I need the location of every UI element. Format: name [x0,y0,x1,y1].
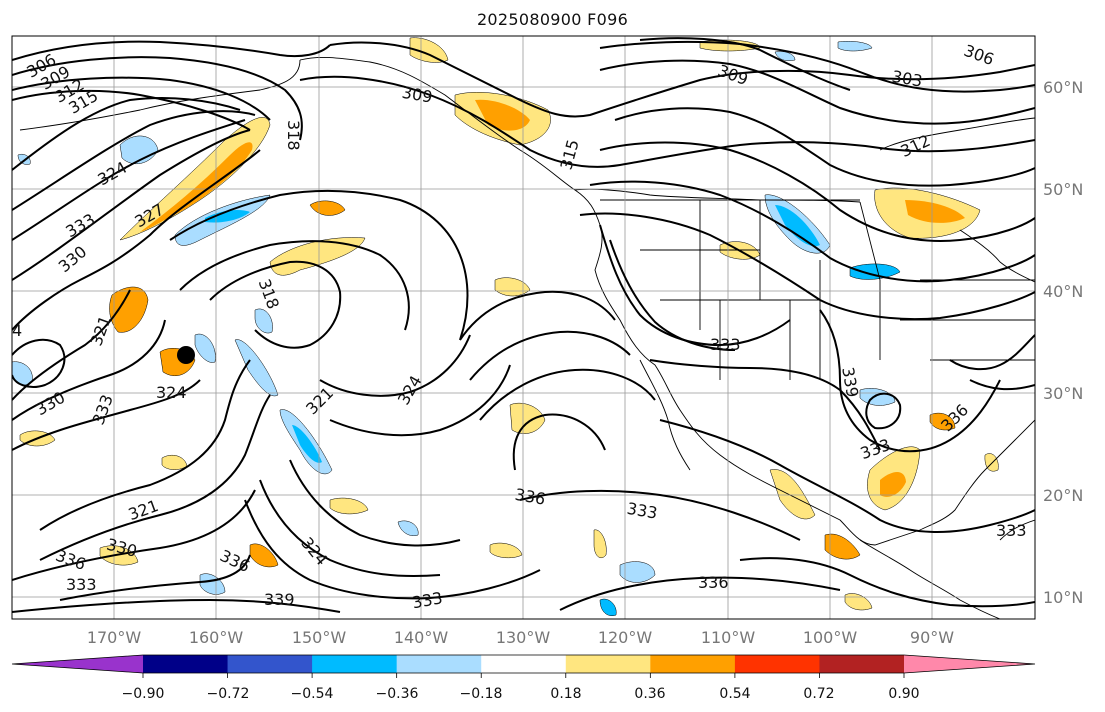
colorbar-tick-label: −0.54 [291,686,334,702]
lat-label: 20°N [1043,486,1083,505]
location-marker-dot [177,346,195,364]
colorbar-tick-label: −0.18 [460,686,503,702]
contour-label: 333 [710,335,741,354]
lon-label: 140°W [394,628,449,647]
contour-lines [12,37,1035,613]
colorbar-segment [143,655,229,673]
colorbar-tick-label: 0.36 [634,686,665,702]
colorbar-tick-label: −0.72 [207,686,250,702]
contour-label: 318 [284,120,303,151]
lon-label: 90°W [910,628,954,647]
lon-label: 160°W [189,628,244,647]
lon-label: 120°W [598,628,653,647]
grid-lines [12,36,1035,619]
colorbar-extend-max [904,655,1035,673]
lat-label: 10°N [1043,588,1083,607]
lon-label: 170°W [87,628,142,647]
latitude-labels: 60°N 50°N 40°N 30°N 20°N 10°N [1043,78,1083,607]
contour-label: 333 [996,521,1027,540]
lon-label: 150°W [292,628,347,647]
colorbar-tick-label: 0.90 [888,686,919,702]
colorbar-segment [227,655,313,673]
colorbar-tick-label: −0.90 [122,686,165,702]
lon-label: 130°W [496,628,551,647]
longitude-labels: 170°W 160°W 150°W 140°W 130°W 120°W 110°… [87,628,954,647]
colorbar-segment [819,655,905,673]
colorbar [11,654,1036,678]
colorbar-tick-label: 0.54 [719,686,750,702]
colorbar-segment [565,655,651,673]
colorbar-segment [481,655,567,673]
colorbar-tick-label: 0.18 [550,686,581,702]
contour-label: 339 [264,590,295,609]
contour-label: 336 [698,573,729,592]
colorbar-segment [312,655,398,673]
colorbar-segment [650,655,736,673]
contour-label: 333 [66,575,97,594]
lat-label: 60°N [1043,78,1083,97]
colorbar-tick-label: 0.72 [803,686,834,702]
lat-label: 50°N [1043,180,1083,199]
colorbar-tick-label: −0.36 [376,686,419,702]
lat-label: 40°N [1043,282,1083,301]
colorbar-segment [396,655,482,673]
lon-label: 110°W [701,628,756,647]
plot-frame [11,35,1036,620]
coastlines [19,56,1035,619]
colorbar-tick-labels: −0.90 −0.72 −0.54 −0.36 −0.18 0.18 0.36 … [122,686,920,702]
contour-label: 324 [156,383,187,402]
colorbar-segment [734,655,820,673]
lat-label: 30°N [1043,384,1083,403]
contour-label: 4 [12,321,22,340]
map-title: 2025080900 F096 [476,10,629,29]
lon-label: 100°W [803,628,858,647]
colorbar-extend-min [12,655,143,673]
